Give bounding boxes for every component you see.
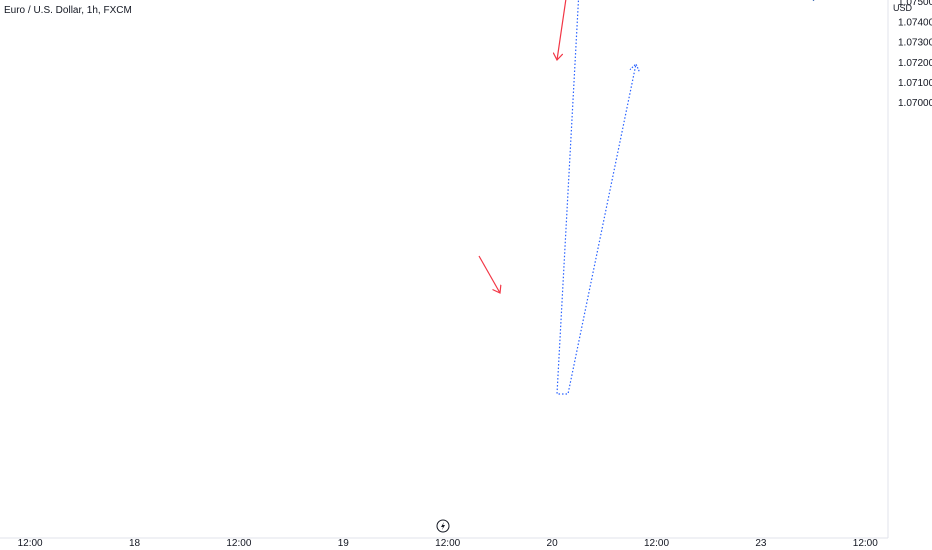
- x-tick-label: 19: [338, 538, 350, 549]
- y-tick-label: 1.07000: [898, 98, 932, 109]
- price-axis[interactable]: 1.07000 1.07100 1.07200 1.07300 1.07400 1.075…: [889, 0, 932, 109]
- y-tick-label: 1.07500: [898, 0, 932, 8]
- y-tick-label: 1.07300: [898, 38, 932, 49]
- lightning-icon[interactable]: [436, 519, 450, 533]
- x-tick-label: 12:00: [435, 538, 460, 549]
- bullish-projection-arrow: [557, 0, 567, 60]
- target-labels: TP 3 - 1.09140 (100 Pips)TP 2 - 1.08640 …: [812, 0, 815, 1]
- x-tick-label: 20: [547, 538, 559, 549]
- x-tick-label: 23: [755, 538, 767, 549]
- currency-label: USD: [893, 3, 913, 13]
- chart-title: Euro / U.S. Dollar, 1h, FXCM: [4, 5, 132, 16]
- x-tick-label: 18: [129, 538, 141, 549]
- projection-drawings: Entering Zone: [478, 0, 636, 395]
- y-tick-label: 1.07100: [898, 78, 932, 89]
- y-tick-label: 1.07200: [898, 58, 932, 69]
- target-arrowhead: [812, 0, 815, 1]
- chart-grid: [0, 0, 889, 539]
- x-tick-label: 12:00: [18, 538, 43, 549]
- alternate-projection-path: [556, 0, 636, 395]
- x-tick-label: 12:00: [226, 538, 251, 549]
- y-tick-label: 1.07400: [898, 17, 932, 28]
- entry-arrow: [478, 255, 500, 293]
- x-tick-label: 12:00: [853, 538, 878, 549]
- x-tick-label: 12:00: [644, 538, 669, 549]
